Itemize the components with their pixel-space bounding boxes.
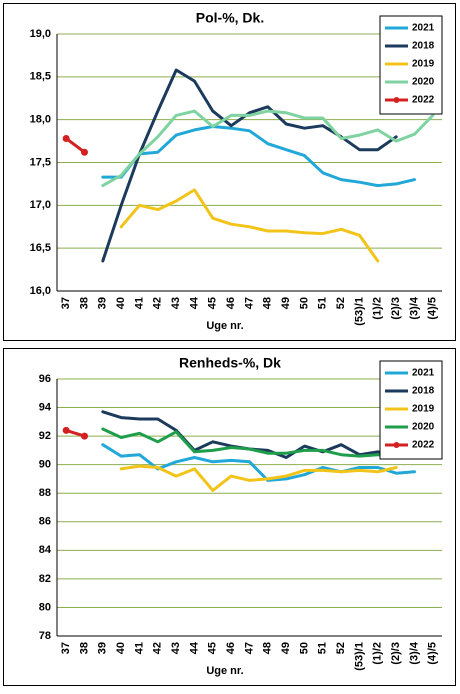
series-line <box>101 109 435 188</box>
legend-marker <box>393 97 400 103</box>
series-line <box>64 137 86 154</box>
series-line <box>101 125 416 188</box>
x-tick-label: (1)/2 <box>372 297 384 320</box>
point <box>62 426 70 434</box>
x-tick-label: 40 <box>115 642 127 654</box>
x-tick-label: (53)/1 <box>353 642 365 671</box>
point <box>81 432 88 440</box>
legend-label: 2020 <box>412 77 435 88</box>
x-tick-label: 42 <box>152 297 164 309</box>
x-tick-label: 48 <box>262 297 274 309</box>
y-tick-label: 78 <box>39 630 51 642</box>
y-tick-label: 84 <box>39 544 52 556</box>
x-tick-label: 46 <box>225 642 237 654</box>
x-tick-label: 45 <box>207 297 219 309</box>
y-tick-label: 92 <box>39 430 51 442</box>
x-tick-label: 52 <box>335 642 347 654</box>
x-tick-label: 37 <box>60 642 72 654</box>
x-tick-label: 42 <box>152 642 164 654</box>
x-tick-label: 45 <box>207 642 219 654</box>
y-tick-label: 82 <box>39 573 51 585</box>
x-tick-label: 50 <box>298 642 310 654</box>
x-tick-label: 49 <box>280 642 292 654</box>
legend-marker <box>393 442 400 448</box>
x-tick-label: (1)/2 <box>372 642 384 665</box>
x-tick-label: 43 <box>170 642 182 654</box>
legend-label: 2022 <box>412 440 435 451</box>
x-tick-label: 52 <box>335 297 347 309</box>
x-tick-label: (2)/3 <box>390 297 402 320</box>
legend-label: 2022 <box>412 95 435 106</box>
legend-label: 2019 <box>412 404 435 415</box>
series-line <box>101 68 398 263</box>
x-tick-label: (4)/5 <box>427 642 439 665</box>
legend-label: 2019 <box>412 59 435 70</box>
x-tick-label: 47 <box>243 642 255 654</box>
point <box>62 135 70 143</box>
x-tick-label: 51 <box>317 297 329 309</box>
x-tick-label: 39 <box>97 642 109 654</box>
x-tick-label: 51 <box>317 642 329 654</box>
y-tick-label: 17,5 <box>30 156 51 168</box>
series-line <box>119 464 398 492</box>
x-tick-label: 41 <box>133 642 145 654</box>
y-tick-label: 18,5 <box>30 71 51 83</box>
legend-label: 2021 <box>412 23 435 34</box>
x-tick-label: 44 <box>188 296 200 309</box>
y-tick-label: 96 <box>39 373 51 385</box>
chart-title: Renheds-%, Dk <box>179 355 281 371</box>
series-line <box>119 188 380 263</box>
x-tick-label: 49 <box>280 297 292 309</box>
x-tick-label: 43 <box>170 297 182 309</box>
x-tick-label: 38 <box>78 297 90 309</box>
chart-panel: Pol-%, Dk. 16,0 16,5 17,0 17,5 18,0 18,5 19,0 37… <box>3 3 456 341</box>
x-tick-label: (3)/4 <box>408 641 420 665</box>
y-tick-label: 16,0 <box>30 285 51 297</box>
x-tick-label: (3)/4 <box>408 296 420 320</box>
x-tick-label: 37 <box>60 297 72 309</box>
y-tick-label: 17,0 <box>30 199 51 211</box>
y-tick-label: 94 <box>39 401 52 413</box>
x-tick-label: 46 <box>225 297 237 309</box>
legend-label: 2021 <box>412 368 435 379</box>
chart-panel: Renheds-%, Dk 78 80 82 84 86 88 90 92 94 96 37 38 39 4… <box>3 348 456 686</box>
y-tick-label: 90 <box>39 459 51 471</box>
x-axis-label: Uge nr. <box>206 665 243 677</box>
legend-label: 2018 <box>412 386 435 397</box>
x-tick-label: 50 <box>298 297 310 309</box>
x-tick-label: (53)/1 <box>353 297 365 326</box>
chart-title: Pol-%, Dk. <box>196 10 264 26</box>
x-tick-label: (2)/3 <box>390 642 402 665</box>
series-line <box>101 427 435 459</box>
legend-label: 2020 <box>412 422 435 433</box>
x-tick-label: 44 <box>188 641 200 654</box>
x-tick-label: 47 <box>243 297 255 309</box>
x-tick-label: 40 <box>115 297 127 309</box>
x-tick-label: (4)/5 <box>427 297 439 320</box>
y-tick-label: 16,5 <box>30 242 51 254</box>
x-tick-label: 39 <box>97 297 109 309</box>
y-tick-label: 88 <box>39 487 51 499</box>
x-tick-label: 48 <box>262 642 274 654</box>
legend-label: 2018 <box>412 41 435 52</box>
x-tick-label: 41 <box>133 297 145 309</box>
y-tick-label: 86 <box>39 516 51 528</box>
point <box>81 148 88 156</box>
y-tick-label: 18,0 <box>30 114 51 126</box>
y-tick-label: 19,0 <box>30 28 51 40</box>
x-tick-label: 38 <box>78 642 90 654</box>
y-tick-label: 80 <box>39 601 51 613</box>
x-axis-label: Uge nr. <box>206 320 243 332</box>
